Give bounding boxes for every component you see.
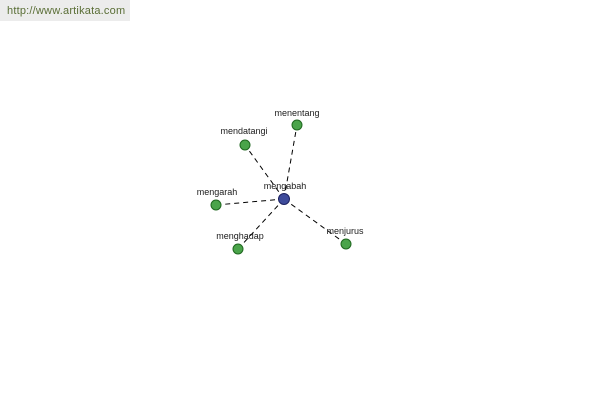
node-label-mengabah[interactable]: mengabah [263, 181, 307, 191]
node-menentang[interactable] [291, 119, 303, 131]
edge-mengabah-menentang [283, 124, 298, 200]
node-label-mengarah[interactable]: mengarah [196, 187, 238, 197]
node-mengarah[interactable] [210, 199, 222, 211]
node-menghadap[interactable] [232, 243, 244, 255]
node-label-menentang[interactable]: menentang [274, 108, 320, 118]
url-watermark: http://www.artikata.com [0, 0, 130, 21]
edge-mengabah-mendatangi [244, 144, 285, 200]
node-label-mendatangi[interactable]: mendatangi [220, 126, 268, 136]
node-label-menjurus[interactable]: menjurus [326, 226, 364, 236]
edge-mengabah-menghadap [237, 198, 285, 250]
edge-mengabah-menjurus [283, 198, 347, 245]
node-mendatangi[interactable] [239, 139, 251, 151]
node-mengabah[interactable] [278, 193, 290, 205]
node-label-menghadap[interactable]: menghadap [216, 231, 264, 241]
edge-mengabah-mengarah [215, 198, 285, 206]
url-text: http://www.artikata.com [7, 4, 126, 17]
node-menjurus[interactable] [340, 238, 352, 250]
